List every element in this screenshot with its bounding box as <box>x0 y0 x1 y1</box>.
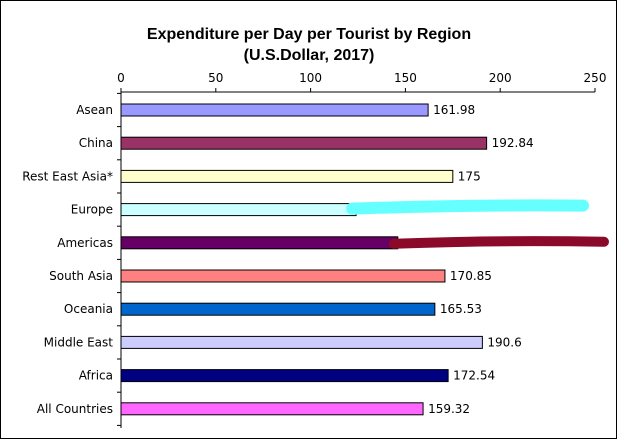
x-tick-label: 50 <box>208 71 223 85</box>
data-label: 192.84 <box>492 136 534 150</box>
chart-subtitle: (U.S.Dollar, 2017) <box>244 47 375 64</box>
x-tick-label: 100 <box>299 71 322 85</box>
data-label: 170.85 <box>450 269 492 283</box>
bar <box>120 203 357 217</box>
data-label: 190.6 <box>487 335 521 349</box>
category-label: South Asia <box>49 269 113 283</box>
x-tick-label: 0 <box>117 71 125 85</box>
x-tick-label: 150 <box>394 71 417 85</box>
bar <box>120 369 449 383</box>
category-label: Europe <box>71 203 113 217</box>
data-label: 172.54 <box>453 369 495 383</box>
bar <box>120 269 446 283</box>
bar <box>120 103 429 117</box>
scribble-annotation <box>388 236 609 249</box>
category-label: Americas <box>57 236 113 250</box>
bar <box>120 302 436 316</box>
category-label: Oceania <box>64 302 113 316</box>
category-label: Asean <box>76 103 113 117</box>
bar <box>120 402 424 416</box>
x-tick-label: 200 <box>489 71 512 85</box>
data-label: 161.98 <box>433 103 475 117</box>
category-label: Middle East <box>44 335 114 349</box>
category-label: Africa <box>79 369 113 383</box>
bar <box>120 169 454 183</box>
chart-title: Expenditure per Day per Tourist by Regio… <box>147 26 471 43</box>
data-label: 165.53 <box>440 302 482 316</box>
data-label: 175 <box>458 169 481 183</box>
x-tick-label: 250 <box>584 71 607 85</box>
category-label: China <box>79 136 113 150</box>
data-label: 159.32 <box>428 402 470 416</box>
category-label: All Countries <box>37 402 113 416</box>
bar <box>120 335 483 349</box>
category-label: Rest East Asia* <box>22 169 113 183</box>
scribble-annotation <box>346 199 589 215</box>
bar <box>120 236 399 250</box>
bar <box>120 136 488 150</box>
